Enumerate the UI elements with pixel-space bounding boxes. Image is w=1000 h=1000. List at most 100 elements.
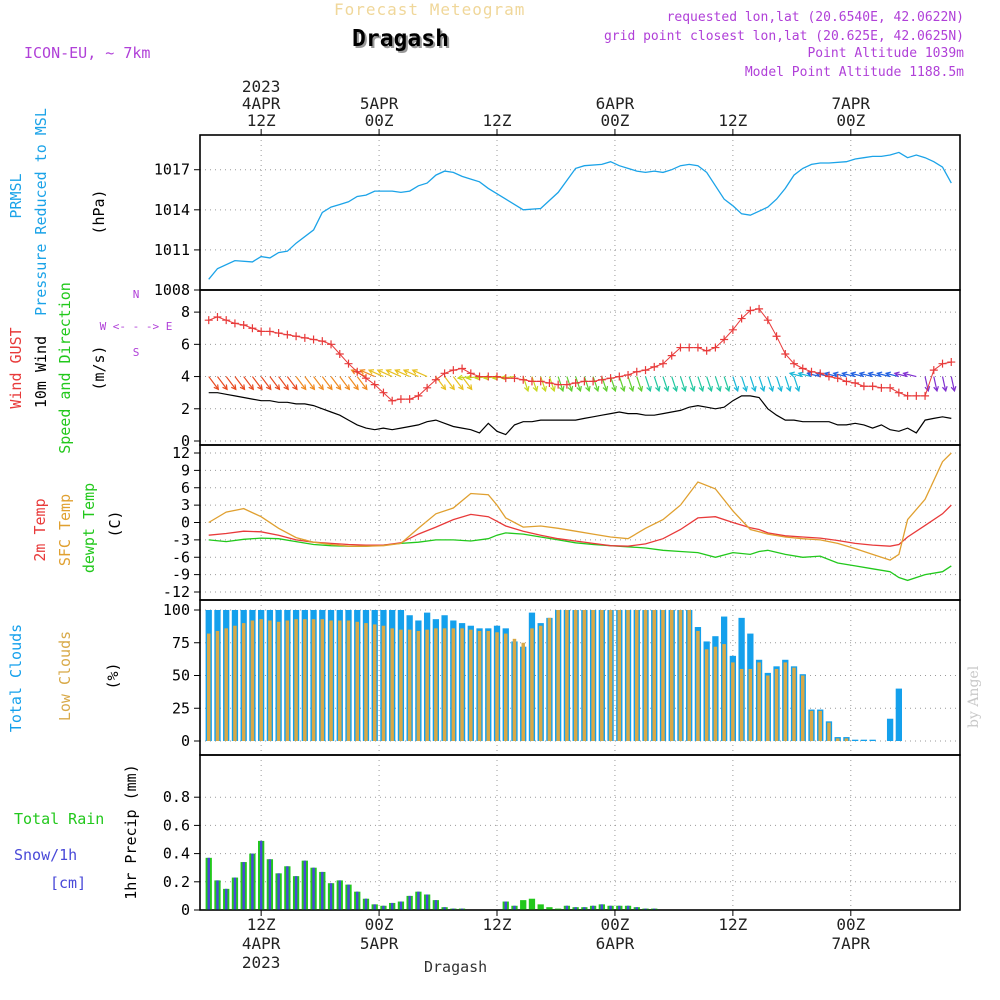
wind-arrow-head xyxy=(941,385,948,393)
gust-marker xyxy=(335,350,344,358)
wind-arrow xyxy=(360,369,375,378)
wind-arrow xyxy=(313,376,324,390)
snow-unit-label: [cm] xyxy=(50,874,86,892)
model-altitude: Model Point Altitude 1188.5m xyxy=(744,65,964,80)
x-tick-label-bottom: 00Z xyxy=(600,915,629,934)
rain-bar xyxy=(528,898,536,910)
low-cloud-bar xyxy=(206,633,211,741)
low-cloud-bar xyxy=(748,668,753,741)
panel-frame xyxy=(199,289,961,446)
snow-bar xyxy=(259,840,263,910)
low-cloud-bar xyxy=(372,624,377,741)
wind-arrow xyxy=(278,376,289,390)
wind-arrow xyxy=(452,376,464,390)
wind-arrow xyxy=(671,376,678,392)
wind-arrow xyxy=(234,376,246,390)
wind-arrow xyxy=(627,376,634,392)
low-cloud-bar xyxy=(626,610,630,741)
gust-marker xyxy=(388,396,397,405)
wind-arrow xyxy=(403,369,419,378)
snow-bar xyxy=(224,888,228,910)
snow-bar xyxy=(635,907,639,910)
gust-marker xyxy=(423,383,432,392)
wind-arrow-head xyxy=(318,384,324,391)
snow-bar xyxy=(268,859,272,910)
wind-arrow xyxy=(933,376,938,392)
x-tick-label-top: 5APR xyxy=(360,94,399,113)
wind-arrow-head xyxy=(558,385,565,393)
wind-arrow-head xyxy=(465,374,472,381)
snow-bar xyxy=(364,898,368,910)
wind-arrow-head xyxy=(362,384,368,391)
gust-marker xyxy=(807,367,816,376)
y-tick-label: 6 xyxy=(181,479,190,497)
wind-arrow xyxy=(216,376,228,390)
y-tick-label: 9 xyxy=(181,461,190,479)
snow-bar xyxy=(303,860,307,910)
gust-marker xyxy=(589,377,598,386)
gust-marker xyxy=(711,343,720,352)
wind-arrow xyxy=(208,376,219,390)
snow-bar xyxy=(653,908,656,910)
wind-arrow-head xyxy=(248,384,255,391)
gust-marker xyxy=(300,333,309,342)
low-cloud-bar xyxy=(538,625,543,741)
wind-arrow-head xyxy=(628,385,635,393)
wind-arrow-head xyxy=(924,385,931,393)
wind-arrow xyxy=(833,372,847,378)
wind-arrow xyxy=(903,372,917,378)
wind-arrow-head xyxy=(532,385,539,393)
wind-arrow-head xyxy=(500,374,507,381)
wind-arrow-head xyxy=(832,371,839,378)
low-cloud-bar xyxy=(215,630,220,741)
gust-marker xyxy=(204,316,213,325)
low-cloud-bar xyxy=(329,620,333,741)
x-tick-label-bottom: 12Z xyxy=(483,915,512,934)
x-tick-label-bottom: 00Z xyxy=(836,915,865,934)
gust-marker xyxy=(781,350,790,358)
wind-arrow-head xyxy=(222,384,228,391)
compass-south: S xyxy=(133,346,140,359)
low-cloud-bar xyxy=(809,710,814,741)
wind-arrow-head xyxy=(466,384,473,391)
wind-arrow-head xyxy=(283,384,289,391)
gust-marker xyxy=(798,364,807,373)
wind-arrow-head xyxy=(654,385,661,393)
gust-marker xyxy=(746,306,755,315)
low-cloud-bar xyxy=(722,644,726,741)
low-cloud-bar xyxy=(573,610,578,741)
wind-arrow-head xyxy=(231,384,237,391)
gust-marker xyxy=(431,375,440,384)
low-cloud-bar xyxy=(477,630,482,741)
snow-bar xyxy=(513,905,516,910)
x-tick-label-top: 7APR xyxy=(832,94,871,113)
snow-bar xyxy=(207,857,210,910)
x-tick-label-top: 00Z xyxy=(836,111,865,130)
requested-coords: requested lon,lat (20.6540E, 42.0622N) xyxy=(666,10,964,25)
snow-bar xyxy=(356,891,359,910)
low-cloud-bar xyxy=(390,628,394,741)
x-tick-label-top: 12Z xyxy=(718,111,747,130)
snow-bar xyxy=(434,900,438,910)
snow-bar xyxy=(233,877,237,910)
wind-arrow-head xyxy=(611,385,617,393)
low-cloud-bar xyxy=(250,620,255,741)
low-cloud-bar xyxy=(241,623,246,741)
low-cloud-bar xyxy=(731,662,735,741)
gust-marker xyxy=(702,346,711,355)
point-altitude: Point Altitude 1039m xyxy=(807,46,964,61)
gust-marker xyxy=(947,358,956,367)
wind-arrow-head xyxy=(716,385,722,393)
low-cloud-bar xyxy=(451,628,456,741)
wind-arrow-head xyxy=(950,385,957,393)
gust-marker xyxy=(842,377,851,386)
wind-arrow-head xyxy=(523,385,530,393)
x-tick-label-bottom: 12Z xyxy=(247,915,276,934)
snow-bar xyxy=(626,905,630,910)
y-tick-label: 0 xyxy=(181,732,190,750)
y-tick-label: 8 xyxy=(181,303,190,321)
wind-arrow-head xyxy=(440,384,447,391)
snow-bar xyxy=(574,907,577,910)
gust-marker xyxy=(527,377,536,386)
gust-marker xyxy=(571,379,580,387)
